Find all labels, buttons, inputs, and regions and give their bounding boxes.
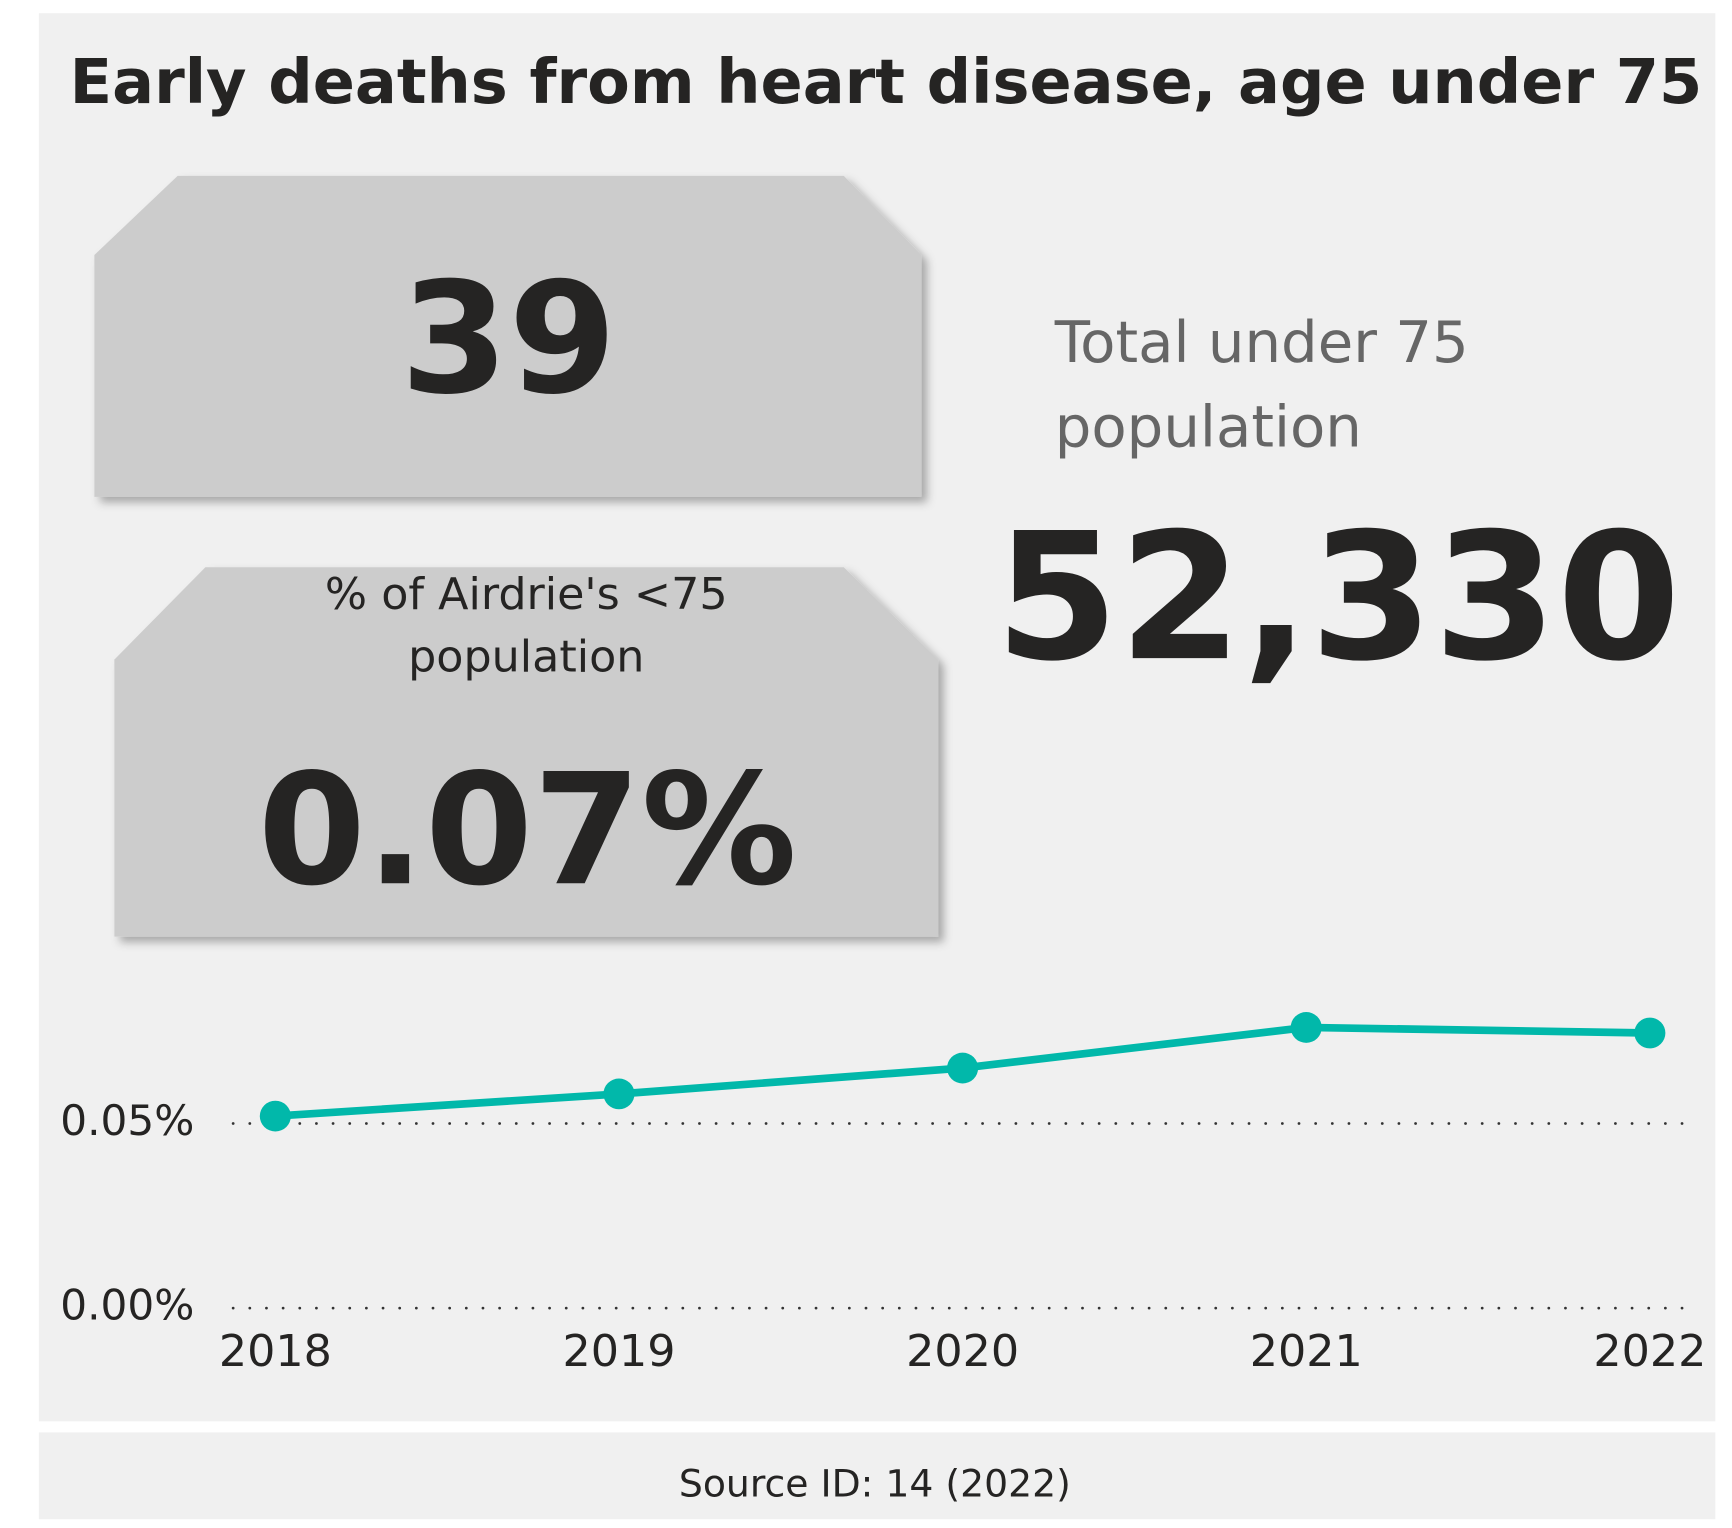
x-tick-label: 2020 <box>906 1326 1019 1377</box>
kpi-value: 0.07% <box>258 741 797 920</box>
point <box>947 1052 979 1084</box>
y-tick-label: 0.00% <box>60 1281 194 1330</box>
kpi-value: 52,330 <box>995 495 1680 700</box>
kpi-label: population <box>1055 394 1362 461</box>
source: Source ID: 14 (2022) <box>679 1462 1071 1506</box>
card <box>114 567 939 937</box>
kpi-value: 39 <box>400 250 616 429</box>
kpi-label: population <box>408 632 644 683</box>
kpi-label: % of Airdrie's <75 <box>325 569 728 620</box>
title: Early deaths from heart disease, age und… <box>70 46 1703 118</box>
x-tick-label: 2018 <box>219 1326 332 1377</box>
point <box>259 1100 291 1132</box>
y-tick-label: 0.05% <box>60 1096 194 1145</box>
x-tick-label: 2021 <box>1250 1326 1363 1377</box>
card <box>94 175 922 497</box>
point <box>1290 1012 1322 1043</box>
footer-panel <box>38 1432 1716 1520</box>
point <box>1634 1017 1666 1049</box>
line-chart: 0.00% 0.05% 2018 2019 2020 2021 2022 <box>60 1012 1706 1377</box>
kpi-label: Total under 75 <box>1054 309 1469 376</box>
point <box>603 1078 635 1110</box>
x-tick-label: 2022 <box>1593 1326 1706 1377</box>
x-tick-label: 2019 <box>562 1326 675 1377</box>
